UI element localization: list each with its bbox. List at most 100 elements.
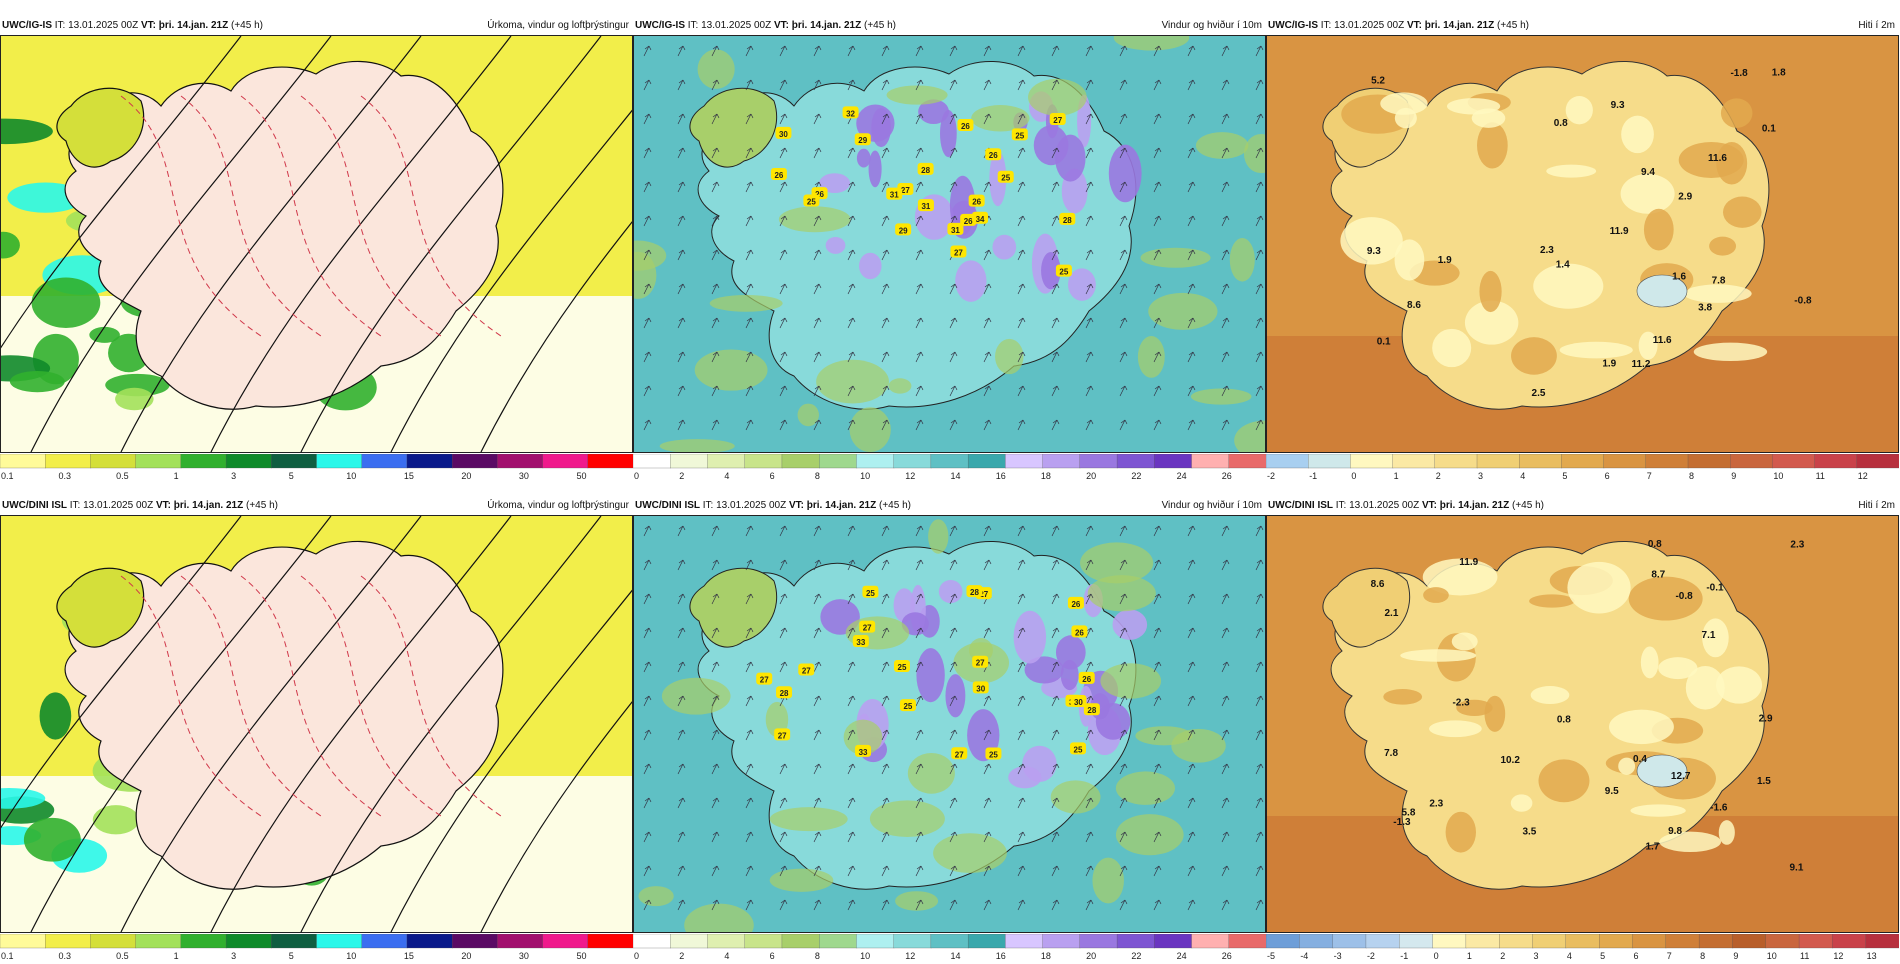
isobar (120, 36, 422, 452)
colorbar-swatch (670, 454, 709, 469)
colorbar-tick-label: 0 (1351, 471, 1356, 481)
panel-title: Úrkoma, vindur og loftþrýstingur (487, 500, 629, 511)
gust-marker (985, 747, 1002, 760)
colorbar-swatch (1532, 934, 1567, 949)
gust-label: 26 (815, 190, 824, 199)
temperature-label: 9.1 (1790, 863, 1804, 874)
gust-marker (895, 223, 912, 236)
panel-wind-bottom: UWC/DINI ISL IT: 13.01.2025 00Z VT: þri.… (633, 498, 1266, 964)
gust-marker (842, 106, 859, 119)
colorbar-swatch (930, 454, 969, 469)
iceland-coastline (64, 60, 504, 410)
temperature-label: 2.9 (1759, 713, 1773, 724)
colorbar-tick-label: 15 (404, 471, 414, 481)
gust-label: 26 (1075, 628, 1084, 637)
gust-label: 25 (1001, 174, 1010, 183)
panel-header: UWC/DINI ISL IT: 13.01.2025 00Z VT: þri.… (1266, 498, 1899, 514)
gust-label: 27 (802, 666, 811, 675)
colorbar-tick-label: -2 (1267, 471, 1275, 481)
colorbar-tick-label: -2 (1367, 951, 1375, 961)
colorbar-tick-label: 12 (905, 951, 915, 961)
temperature-label: 10.2 (1500, 755, 1520, 766)
gust-marker (855, 744, 872, 757)
colorbar-tick-label: 0 (1434, 951, 1439, 961)
model-name: UWC/DINI ISL (2, 500, 67, 511)
colorbar-tick-label: 3 (1478, 471, 1483, 481)
colorbar-swatch (1399, 934, 1434, 949)
colorbar-swatch (135, 454, 182, 469)
gust-label: 29 (858, 136, 867, 145)
gust-marker (886, 187, 903, 200)
colorbar-swatch (707, 934, 746, 949)
colorbar-swatch (1599, 934, 1634, 949)
temperature-label: 1.4 (1556, 259, 1570, 270)
colorbar-swatch (1865, 934, 1899, 949)
gust-marker (803, 194, 820, 207)
colorbar-tick-label: 0 (634, 471, 639, 481)
gust-label: 25 (1074, 745, 1083, 754)
wind-colorbar: 0 2 4 6 8 10 12 14 16 18 20 22 24 26 (633, 934, 1266, 962)
colorbar-swatch (90, 454, 137, 469)
colorbar-swatch (1476, 454, 1520, 469)
precip-colorbar: 0.1 0.3 0.5 1 3 5 10 15 20 30 50 (0, 454, 633, 482)
temperature-label: -1.3 (1393, 817, 1411, 828)
model-name: UWC/DINI ISL (1268, 500, 1333, 511)
colorbar-swatch (744, 454, 783, 469)
colorbar-swatch (406, 934, 453, 949)
gust-label: 25 (866, 589, 875, 598)
gust-label: 26 (774, 171, 783, 180)
temperature-label: -1.6 (1710, 803, 1728, 814)
colorbar-tick-label: 12 (1833, 951, 1843, 961)
gust-marker (798, 663, 815, 676)
colorbar-swatch (1392, 454, 1436, 469)
colorbar-tick-label: 24 (1177, 951, 1187, 961)
colorbar-swatch (1005, 934, 1044, 949)
temperature-label: 2.9 (1678, 192, 1692, 203)
colorbar-swatch (1350, 454, 1394, 469)
wind-map: 2526303327272733272528282725253026272826… (633, 515, 1266, 933)
colorbar-swatch (1116, 934, 1155, 949)
colorbar-tick-label: -4 (1300, 951, 1308, 961)
gust-marker (893, 659, 910, 672)
temperature-label: -0.1 (1706, 582, 1724, 593)
isobar (1, 516, 242, 829)
gust-label: 26 (972, 198, 981, 207)
gust-marker (1078, 671, 1095, 684)
gust-label: 27 (901, 186, 910, 195)
colorbar-swatch (670, 934, 709, 949)
gust-label: 25 (807, 198, 816, 207)
temperature-label: 9.5 (1605, 786, 1619, 797)
gust-label: 25 (1059, 268, 1068, 277)
colorbar-tick-label: 13 (1867, 951, 1877, 961)
isobar (300, 516, 602, 932)
colorbar-swatch (497, 454, 544, 469)
temperature-label: 2.3 (1790, 540, 1804, 551)
colorbar-swatch (1645, 454, 1689, 469)
colorbar-tick-label: 7 (1647, 471, 1652, 481)
isobar (480, 221, 632, 452)
panel-precip-bottom: UWC/DINI ISL IT: 13.01.2025 00Z VT: þri.… (0, 498, 633, 964)
colorbar-swatch (1079, 934, 1118, 949)
colorbar-swatch (856, 454, 895, 469)
colorbar-swatch (1228, 934, 1266, 949)
colorbar-tick-label: 2 (679, 951, 684, 961)
colorbar-swatch (316, 454, 363, 469)
colorbar-swatch (180, 454, 227, 469)
model-name: UWC/IG-IS (635, 20, 685, 31)
temperature-label: 12.7 (1671, 771, 1691, 782)
gust-marker (1067, 596, 1084, 609)
colorbar-swatch (1730, 454, 1774, 469)
colorbar-swatch (1765, 934, 1800, 949)
colorbar-swatch (316, 934, 363, 949)
colorbar-tick-label: 1 (174, 471, 179, 481)
isobar (390, 109, 632, 452)
colorbar-tick-label: 6 (770, 471, 775, 481)
precip-map (0, 515, 633, 933)
colorbar-tick-label: 5 (289, 471, 294, 481)
colorbar-tick-label: 12 (1858, 471, 1868, 481)
colorbar-swatch (361, 454, 408, 469)
colorbar-swatch (1079, 454, 1118, 469)
colorbar-swatch (1432, 934, 1467, 949)
panel-title: Vindur og hviður í 10m (1161, 500, 1262, 511)
temperature-label: 9.8 (1668, 826, 1682, 837)
